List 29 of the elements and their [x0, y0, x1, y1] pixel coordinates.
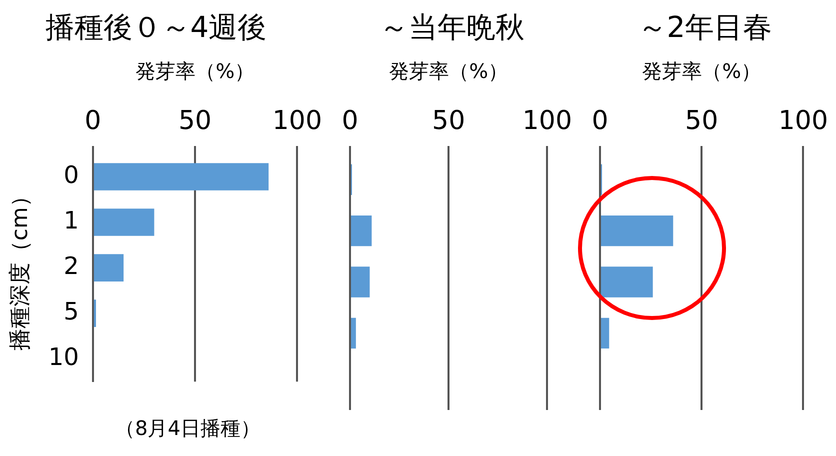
y-tick-label: 1	[64, 206, 79, 235]
x-tick-label: 0	[342, 106, 358, 136]
chart-title: 播種後０～4週後	[45, 10, 267, 44]
x-tick-label: 100	[522, 106, 572, 136]
bar	[94, 208, 154, 236]
y-tick-label: 5	[64, 298, 79, 326]
x-tick-label: 100	[778, 106, 828, 136]
x-tick-label: 50	[685, 106, 718, 136]
x-axis-title: 発芽率（%）	[642, 59, 762, 84]
y-axis-title: 播種深度（cm）	[8, 185, 33, 351]
x-tick-label: 0	[592, 106, 608, 136]
bar	[601, 215, 674, 246]
bar	[601, 266, 653, 298]
x-axis-title: 発芽率（%）	[136, 59, 255, 84]
bar	[601, 318, 610, 349]
x-tick-label: 0	[84, 106, 102, 136]
bar	[94, 254, 124, 282]
bar	[94, 163, 269, 190]
bar	[94, 300, 96, 327]
y-tick-label: 2	[64, 252, 79, 280]
x-tick-label: 50	[178, 106, 212, 136]
y-tick-label: 0	[64, 160, 79, 189]
text: （8月4日播種）	[115, 415, 260, 442]
chart-title: ～2年目春	[638, 10, 772, 44]
x-tick-label: 100	[272, 106, 322, 136]
x-tick-label: 50	[432, 106, 466, 136]
y-tick-label: 10	[48, 343, 79, 372]
chart-title: ～当年晩秋	[380, 10, 524, 44]
x-axis-title: 発芽率（%）	[389, 59, 508, 84]
